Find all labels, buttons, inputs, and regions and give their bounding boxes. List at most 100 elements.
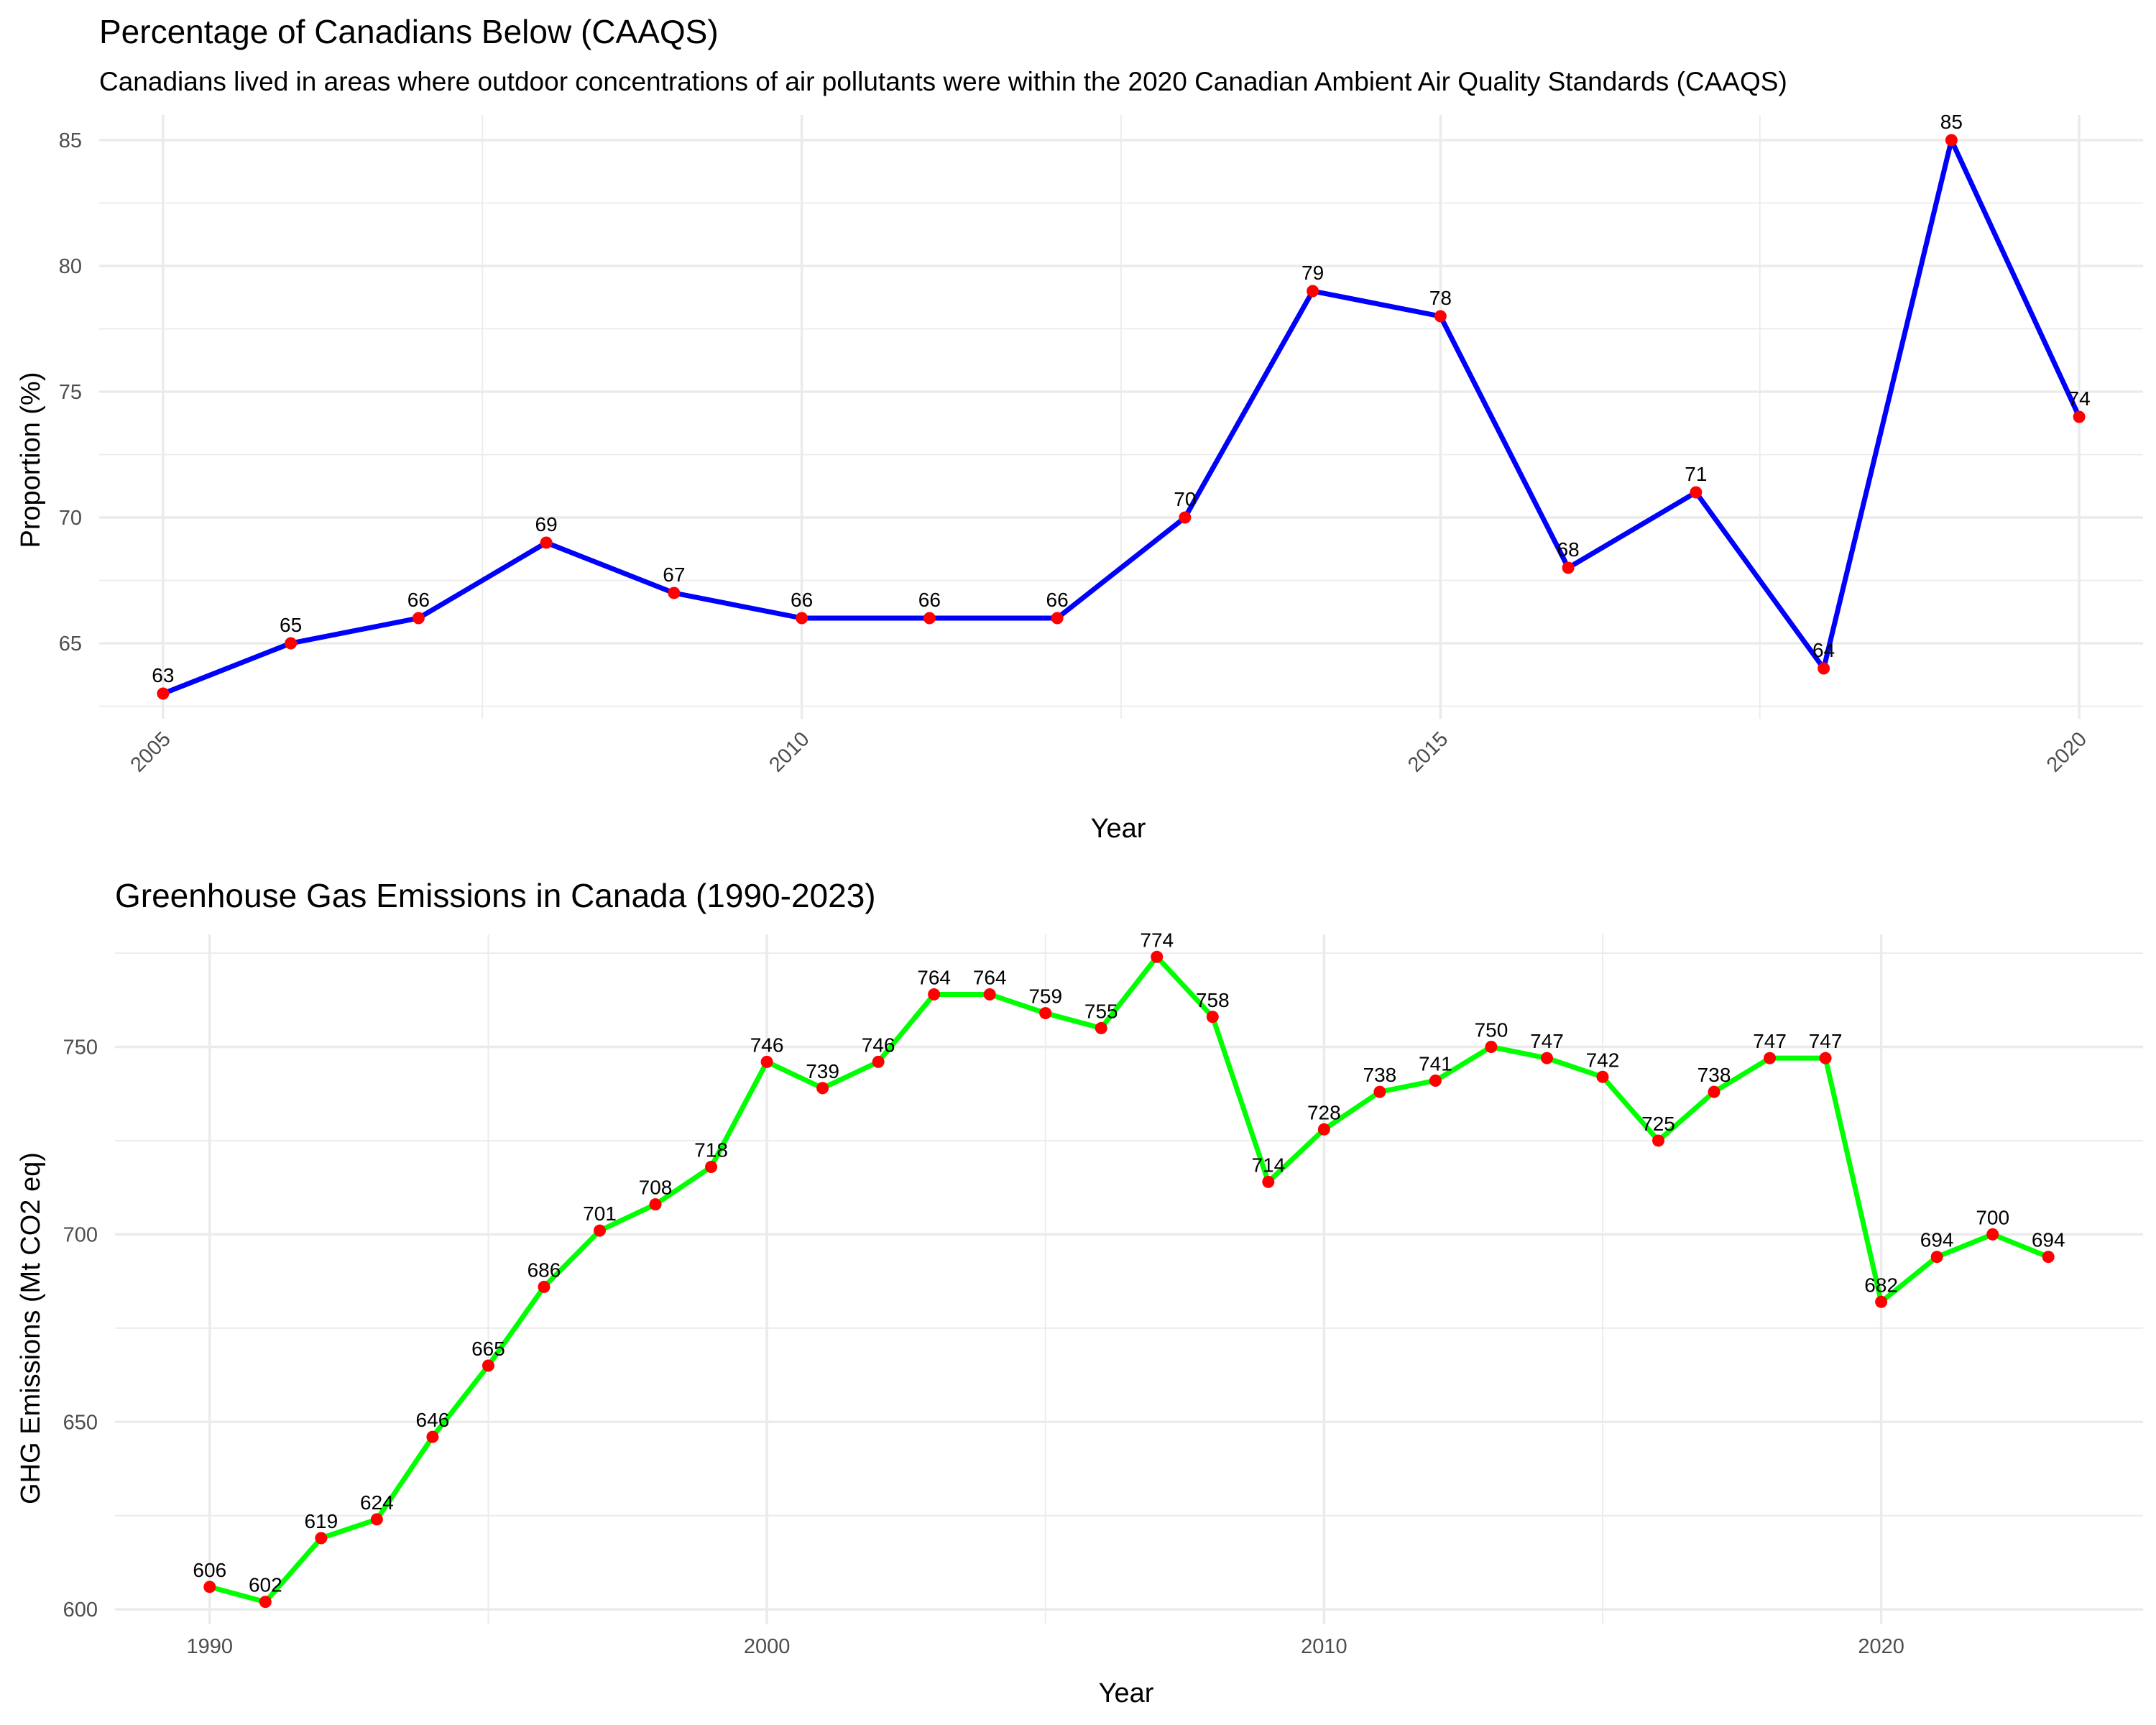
data-label: 694 bbox=[2032, 1229, 2065, 1251]
data-label: 718 bbox=[694, 1138, 728, 1161]
y-tick-label: 85 bbox=[59, 129, 82, 152]
data-label: 701 bbox=[583, 1202, 617, 1225]
data-label: 64 bbox=[1812, 639, 1835, 661]
data-label: 755 bbox=[1084, 1000, 1118, 1022]
y-tick-label: 75 bbox=[59, 381, 82, 404]
chart-2-title: Greenhouse Gas Emissions in Canada (1990… bbox=[115, 877, 876, 914]
chart-2-plot: 606 602 619 624 646 665 686 701 708 718 746 739 746 7… bbox=[193, 929, 2065, 1609]
data-label: 646 bbox=[416, 1409, 450, 1431]
chart-2-x-axis-title: Year bbox=[1099, 1678, 1154, 1708]
chart-2-y-axis-title: GHG Emissions (Mt CO2 eq) bbox=[16, 1152, 46, 1504]
data-label: 68 bbox=[1557, 538, 1580, 561]
y-tick-label: 65 bbox=[59, 632, 82, 656]
data-label: 63 bbox=[152, 664, 174, 686]
data-label: 682 bbox=[1864, 1274, 1898, 1296]
data-point bbox=[1690, 486, 1703, 499]
data-point bbox=[1051, 612, 1064, 625]
data-label: 694 bbox=[1920, 1229, 1954, 1251]
data-point bbox=[1652, 1134, 1665, 1147]
data-point bbox=[482, 1359, 494, 1372]
data-label: 774 bbox=[1140, 929, 1174, 951]
data-point bbox=[1179, 511, 1192, 524]
y-tick-label: 80 bbox=[59, 255, 82, 278]
data-point bbox=[796, 612, 808, 625]
data-point bbox=[1434, 310, 1447, 323]
data-point bbox=[412, 612, 425, 625]
data-point bbox=[1206, 1011, 1219, 1024]
chart-1-gridlines bbox=[99, 115, 2143, 719]
data-point bbox=[538, 1280, 550, 1293]
chart-1-y-axis-title: Proportion (%) bbox=[16, 372, 46, 548]
data-point bbox=[1819, 1052, 1832, 1064]
data-point bbox=[203, 1581, 216, 1593]
data-point bbox=[1562, 561, 1575, 574]
data-label: 764 bbox=[917, 966, 951, 988]
data-label: 700 bbox=[1976, 1206, 2009, 1228]
chart-ghg-emissions: Greenhouse Gas Emissions in Canada (1990… bbox=[16, 877, 2143, 1708]
data-point bbox=[1373, 1085, 1386, 1098]
data-label: 66 bbox=[1046, 589, 1069, 611]
data-label: 738 bbox=[1363, 1064, 1397, 1086]
data-point bbox=[1485, 1041, 1498, 1054]
data-point bbox=[983, 988, 996, 1000]
data-point bbox=[2073, 410, 2086, 423]
data-label: 79 bbox=[1302, 262, 1324, 284]
data-label: 78 bbox=[1429, 287, 1452, 309]
data-label: 747 bbox=[1753, 1030, 1787, 1052]
chart-1-x-axis-title: Year bbox=[1091, 814, 1146, 844]
x-tick-label: 2000 bbox=[744, 1635, 791, 1658]
data-point bbox=[1818, 662, 1830, 675]
data-label: 606 bbox=[193, 1559, 226, 1581]
data-point bbox=[540, 536, 553, 549]
data-point bbox=[760, 1055, 773, 1068]
data-label: 747 bbox=[1809, 1030, 1843, 1052]
data-label: 746 bbox=[750, 1034, 784, 1056]
data-label: 74 bbox=[2068, 387, 2091, 410]
data-label: 746 bbox=[862, 1034, 895, 1056]
data-point bbox=[593, 1224, 606, 1237]
data-label: 742 bbox=[1586, 1049, 1620, 1071]
data-point bbox=[426, 1430, 439, 1443]
data-point bbox=[259, 1596, 272, 1609]
data-label: 665 bbox=[471, 1338, 505, 1360]
data-label: 71 bbox=[1685, 463, 1707, 485]
data-point bbox=[1540, 1052, 1553, 1064]
data-label: 741 bbox=[1419, 1052, 1452, 1075]
data-label: 758 bbox=[1196, 989, 1230, 1011]
data-label: 686 bbox=[528, 1259, 561, 1281]
data-label: 70 bbox=[1174, 488, 1196, 510]
data-label: 619 bbox=[304, 1510, 338, 1532]
data-label: 66 bbox=[791, 589, 813, 611]
data-label: 739 bbox=[806, 1060, 839, 1082]
chart-1-subtitle: Canadians lived in areas where outdoor c… bbox=[99, 67, 1787, 96]
data-point bbox=[285, 637, 298, 650]
data-point bbox=[1708, 1085, 1720, 1098]
y-tick-label: 650 bbox=[63, 1411, 98, 1434]
data-label: 67 bbox=[663, 564, 685, 586]
chart-2-y-ticks: 600 650 700 750 bbox=[63, 1036, 98, 1622]
data-point bbox=[1429, 1074, 1442, 1087]
y-tick-label: 750 bbox=[63, 1036, 98, 1059]
chart-1-title: Percentage of Canadians Below (CAAQS) bbox=[99, 13, 719, 50]
data-label: 624 bbox=[360, 1491, 394, 1514]
data-label: 66 bbox=[918, 589, 941, 611]
data-label: 708 bbox=[639, 1177, 673, 1199]
data-point bbox=[1945, 134, 1958, 147]
y-tick-label: 70 bbox=[59, 507, 82, 530]
data-point bbox=[1262, 1175, 1275, 1188]
data-label: 750 bbox=[1475, 1019, 1508, 1041]
data-point bbox=[157, 687, 170, 700]
data-point bbox=[816, 1082, 829, 1095]
data-point bbox=[1875, 1295, 1888, 1308]
x-tick-label: 2010 bbox=[1301, 1635, 1348, 1658]
data-point bbox=[1039, 1007, 1052, 1020]
data-point bbox=[2042, 1251, 2055, 1264]
data-label: 738 bbox=[1697, 1064, 1731, 1086]
x-tick-label: 1990 bbox=[187, 1635, 234, 1658]
chart-air-quality: Percentage of Canadians Below (CAAQS) Ca… bbox=[16, 13, 2143, 844]
data-label: 728 bbox=[1307, 1101, 1341, 1123]
data-point bbox=[1930, 1251, 1943, 1264]
chart-2-x-ticks: 1990 2000 2010 2020 bbox=[187, 1635, 1904, 1658]
chart-1-plot: 63 65 66 69 67 66 66 66 70 79 78 68 71 64 85 74 bbox=[152, 111, 2091, 700]
